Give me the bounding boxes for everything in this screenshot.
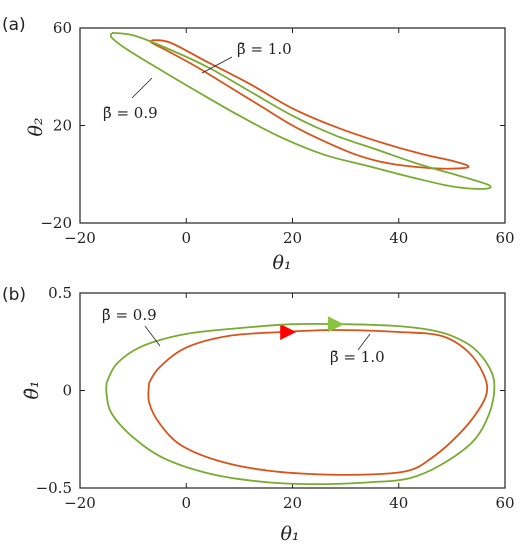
y-axis-label-b: θ̇₁: [21, 380, 43, 399]
x-axis-label-b: θ₁: [280, 523, 299, 545]
panel-label-b: (b): [2, 285, 26, 305]
x-tick-label: 0: [181, 229, 191, 247]
panel-label-a: (a): [2, 15, 26, 35]
x-tick-label: 40: [389, 229, 408, 247]
x-tick-label: 60: [495, 229, 514, 247]
annotation-leader-a-2: [131, 77, 153, 99]
x-tick-label: −20: [64, 494, 96, 512]
y-tick-label: 0.5: [48, 284, 72, 302]
annotation-b-1: β̄ = 0.9: [102, 306, 157, 324]
x-tick-label: 20: [283, 229, 302, 247]
x-tick-label: 0: [181, 494, 191, 512]
annotation-leader-b-2: [357, 333, 371, 351]
y-tick-label: 60: [53, 19, 72, 37]
axis-ticks-a: −20 0 20 40 60 −20 20 60: [40, 19, 514, 247]
x-tick-label: 40: [389, 494, 408, 512]
annotation-leader-a-1: [201, 56, 233, 74]
annotation-leader-b-1: [144, 325, 161, 347]
series-line-a-1: [149, 39, 470, 170]
chart-b: (b) −20 0 20 40 60 −0.5 0 0.5 θ₁ θ̇₁ β̄ = 0.9 β…: [2, 284, 515, 545]
series-line-b-1: [147, 329, 489, 476]
annotation-a-1: β̄ = 1.0: [237, 40, 292, 58]
y-tick-label: 0: [62, 382, 72, 400]
series-group-b: [105, 316, 496, 486]
chart-a: (a) −20 0 20 40 60 −20 20 60 θ₁ θ₂ β̄ = 1.0 β̄ …: [2, 15, 515, 274]
x-tick-label: −20: [64, 229, 96, 247]
series-line-a-2: [109, 32, 492, 190]
series-group-a: [109, 32, 492, 190]
annotation-a-2: β̄ = 0.9: [103, 104, 158, 122]
axis-ticks-b: −20 0 20 40 60 −0.5 0 0.5: [36, 284, 515, 512]
x-tick-label: 20: [283, 494, 302, 512]
annotation-b-2: β̄ = 1.0: [330, 348, 385, 366]
x-tick-label: 60: [495, 494, 514, 512]
direction-marker-b-1: [280, 324, 297, 340]
direction-marker-b-2: [328, 316, 344, 333]
y-tick-label: 20: [53, 117, 72, 135]
x-axis-label-a: θ₁: [272, 252, 291, 274]
y-tick-label: −20: [40, 214, 72, 232]
y-tick-label: −0.5: [36, 479, 72, 497]
series-line-b-2: [105, 322, 496, 486]
y-axis-label-a: θ₂: [25, 117, 47, 136]
